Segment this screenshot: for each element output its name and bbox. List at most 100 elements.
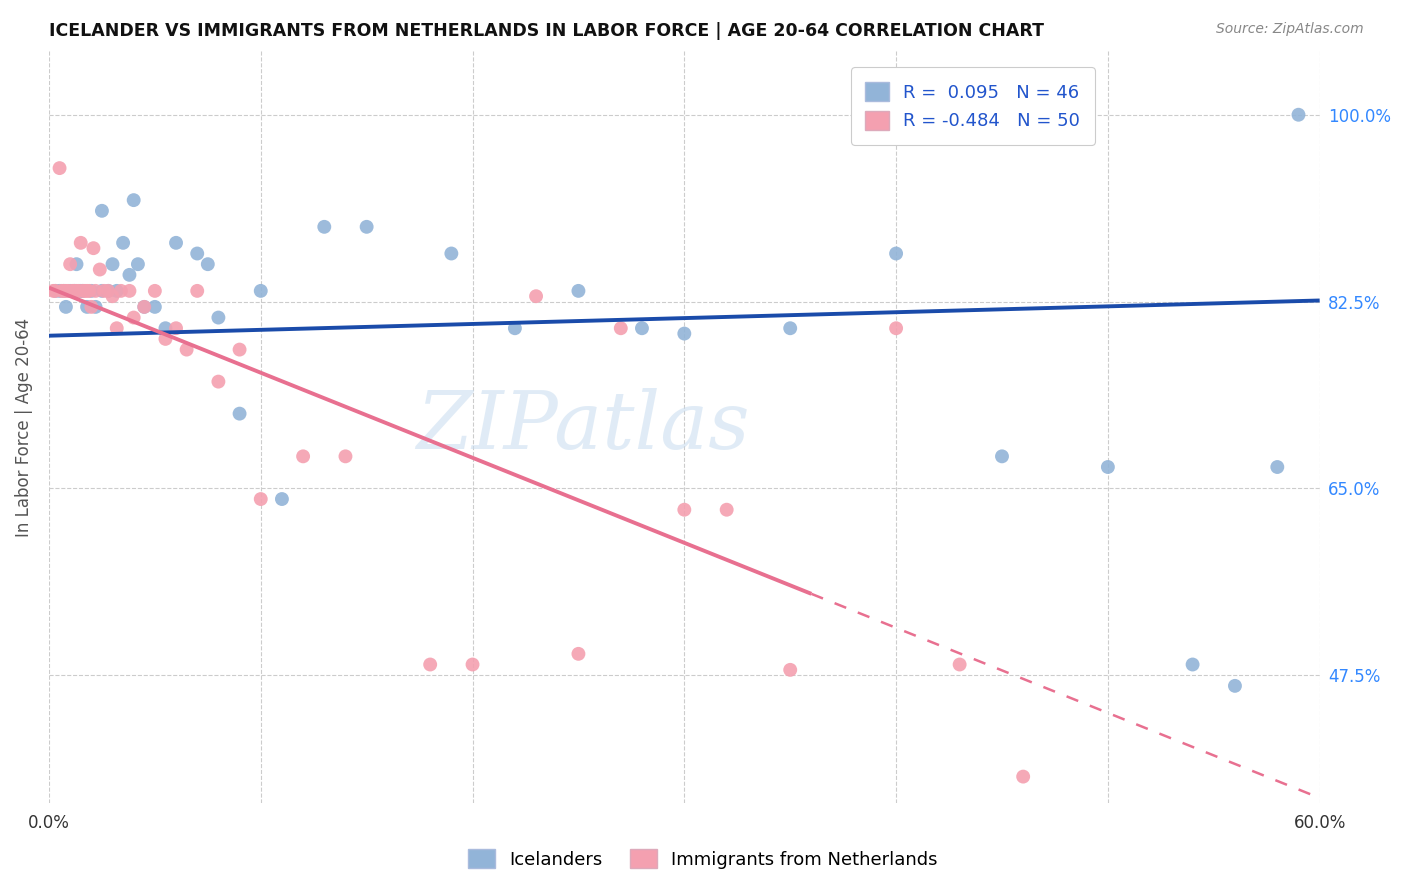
Point <box>127 257 149 271</box>
Point <box>105 284 128 298</box>
Point <box>143 300 166 314</box>
Point <box>90 284 112 298</box>
Point <box>1288 108 1310 122</box>
Point <box>118 284 141 298</box>
Point <box>271 491 294 506</box>
Legend: R =  0.095   N = 46, R = -0.484   N = 50: R = 0.095 N = 46, R = -0.484 N = 50 <box>851 67 1095 145</box>
Point <box>335 450 357 464</box>
Point <box>80 300 103 314</box>
Point <box>59 257 82 271</box>
Point <box>84 300 107 314</box>
Point <box>101 289 124 303</box>
Point <box>503 321 526 335</box>
Point <box>567 284 589 298</box>
Point <box>89 262 111 277</box>
Point <box>610 321 633 335</box>
Point <box>884 321 907 335</box>
Point <box>419 657 441 672</box>
Point <box>112 235 135 250</box>
Point <box>779 321 801 335</box>
Point <box>72 284 94 298</box>
Point <box>65 284 87 298</box>
Point <box>59 284 82 298</box>
Point <box>101 257 124 271</box>
Text: ZIPatlas: ZIPatlas <box>416 388 749 466</box>
Point <box>155 321 177 335</box>
Point <box>228 343 250 357</box>
Point <box>51 284 73 298</box>
Point <box>63 284 86 298</box>
Point <box>73 284 96 298</box>
Point <box>55 284 77 298</box>
Point <box>56 284 79 298</box>
Point <box>84 284 107 298</box>
Point <box>207 375 229 389</box>
Point <box>76 300 98 314</box>
Point <box>949 657 972 672</box>
Point <box>1012 770 1035 784</box>
Point <box>44 284 66 298</box>
Point <box>186 246 208 260</box>
Point <box>197 257 219 271</box>
Point <box>72 284 94 298</box>
Point <box>249 284 271 298</box>
Point <box>440 246 463 260</box>
Point <box>134 300 156 314</box>
Point <box>631 321 654 335</box>
Y-axis label: In Labor Force | Age 20-64: In Labor Force | Age 20-64 <box>15 318 32 537</box>
Point <box>82 241 104 255</box>
Point <box>90 203 112 218</box>
Point <box>63 284 86 298</box>
Point <box>97 284 120 298</box>
Point <box>165 321 187 335</box>
Point <box>122 310 145 325</box>
Point <box>1223 679 1246 693</box>
Point <box>105 321 128 335</box>
Point <box>48 161 70 175</box>
Point <box>884 246 907 260</box>
Point <box>48 284 70 298</box>
Point <box>52 284 75 298</box>
Point <box>44 284 66 298</box>
Point <box>118 268 141 282</box>
Point <box>76 284 98 298</box>
Point <box>97 284 120 298</box>
Point <box>42 284 65 298</box>
Point <box>93 284 115 298</box>
Point <box>207 310 229 325</box>
Point <box>52 284 75 298</box>
Point <box>69 284 91 298</box>
Point <box>1097 460 1119 475</box>
Point <box>228 407 250 421</box>
Point <box>67 284 90 298</box>
Point <box>122 193 145 207</box>
Point <box>673 326 696 341</box>
Text: Source: ZipAtlas.com: Source: ZipAtlas.com <box>1216 22 1364 37</box>
Point <box>314 219 336 234</box>
Point <box>249 491 271 506</box>
Text: ICELANDER VS IMMIGRANTS FROM NETHERLANDS IN LABOR FORCE | AGE 20-64 CORRELATION : ICELANDER VS IMMIGRANTS FROM NETHERLANDS… <box>49 22 1045 40</box>
Point <box>165 235 187 250</box>
Point <box>673 502 696 516</box>
Point <box>567 647 589 661</box>
Point <box>60 284 83 298</box>
Point <box>176 343 198 357</box>
Point <box>65 257 87 271</box>
Point <box>716 502 738 516</box>
Point <box>1181 657 1204 672</box>
Point <box>461 657 484 672</box>
Point <box>134 300 156 314</box>
Point <box>55 300 77 314</box>
Point <box>77 284 100 298</box>
Point <box>991 450 1014 464</box>
Point <box>143 284 166 298</box>
Legend: Icelanders, Immigrants from Netherlands: Icelanders, Immigrants from Netherlands <box>461 842 945 876</box>
Point <box>356 219 378 234</box>
Point <box>1265 460 1288 475</box>
Point <box>155 332 177 346</box>
Point <box>524 289 547 303</box>
Point <box>292 450 315 464</box>
Point <box>110 284 132 298</box>
Point <box>779 663 801 677</box>
Point <box>69 235 91 250</box>
